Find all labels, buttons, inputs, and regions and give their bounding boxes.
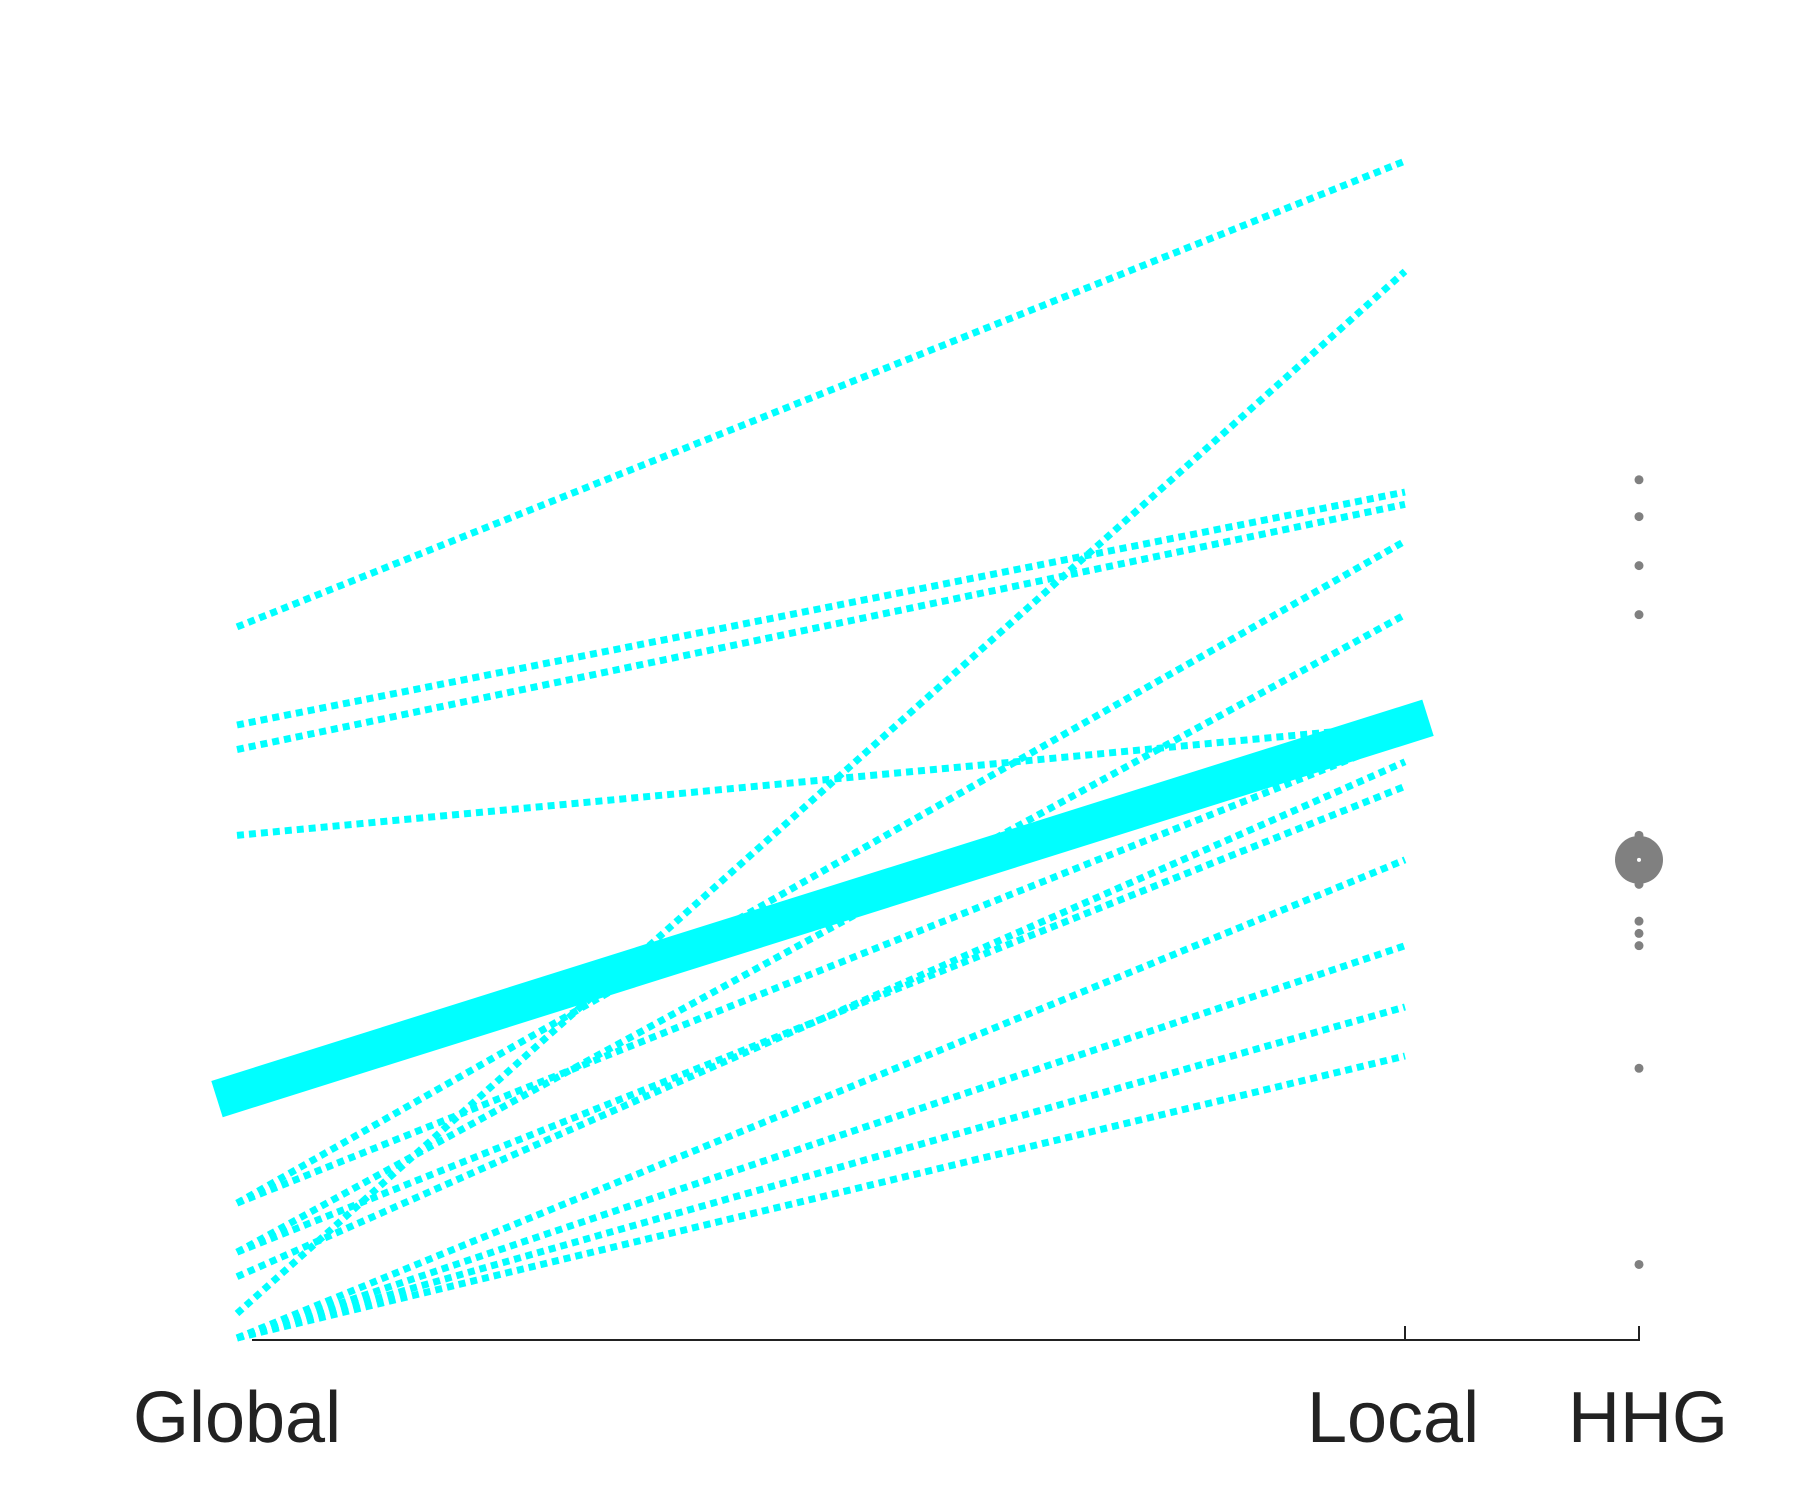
series-line-1 <box>235 157 1407 631</box>
hhg-point-7 <box>1634 916 1644 926</box>
series-line-2 <box>234 268 1408 1317</box>
hhg-point-11 <box>1634 1259 1644 1269</box>
series-line-10 <box>235 783 1407 1256</box>
hhg-point-4 <box>1634 610 1644 620</box>
hhg-point-8 <box>1634 928 1644 938</box>
series-line-12 <box>235 942 1407 1342</box>
series-line-6 <box>235 538 1407 1207</box>
series-line-8 <box>235 734 1407 1207</box>
hhg-point-3 <box>1634 561 1644 571</box>
series-line-14 <box>236 1052 1406 1342</box>
series-line-4 <box>236 500 1406 753</box>
x-tick-label-local: Local <box>1307 1378 1479 1458</box>
series-line-13 <box>236 1003 1406 1342</box>
hhg-point-10 <box>1634 1063 1644 1073</box>
hhg-mean-center-dot <box>1637 857 1641 862</box>
x-tick-label-global: Global <box>133 1378 341 1458</box>
series-line-3 <box>236 488 1406 729</box>
series-layer <box>234 157 1408 1342</box>
x-tick-label-hhg: HHG <box>1568 1378 1728 1458</box>
hhg-point-2 <box>1634 512 1644 522</box>
hhg-point-9 <box>1634 941 1644 951</box>
series-line-5 <box>236 721 1406 839</box>
hhg-points-layer <box>1615 475 1663 1269</box>
mean-layer <box>211 699 1434 1118</box>
x-axis: Global Local HHG <box>133 1326 1728 1458</box>
series-line-7 <box>235 611 1407 1256</box>
series-line-11 <box>235 856 1407 1342</box>
hhg-point-1 <box>1634 475 1644 485</box>
mean-line <box>211 699 1434 1118</box>
